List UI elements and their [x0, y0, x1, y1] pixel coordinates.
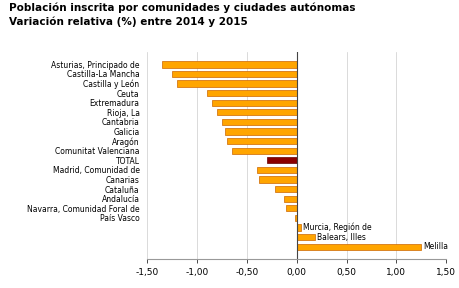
Bar: [274, 186, 296, 192]
Bar: [172, 71, 296, 77]
Bar: [258, 176, 296, 183]
Bar: [283, 196, 296, 202]
Bar: [224, 128, 296, 135]
Bar: [296, 244, 420, 250]
Bar: [217, 109, 296, 115]
Bar: [212, 100, 296, 106]
Bar: [266, 157, 296, 163]
Bar: [207, 90, 296, 96]
Bar: [296, 234, 314, 240]
Text: Balears, Illes: Balears, Illes: [316, 233, 365, 242]
Bar: [162, 61, 296, 67]
Bar: [221, 119, 296, 125]
Bar: [231, 148, 296, 154]
Bar: [285, 205, 296, 211]
Text: Melilla: Melilla: [422, 242, 448, 251]
Bar: [294, 215, 296, 221]
Bar: [256, 167, 296, 173]
Bar: [177, 80, 296, 87]
Bar: [296, 224, 300, 231]
Text: Población inscrita por comunidades y ciudades autónomas
Variación relativa (%) e: Población inscrita por comunidades y ciu…: [9, 3, 355, 27]
Bar: [226, 138, 296, 144]
Text: Murcia, Región de: Murcia, Región de: [302, 223, 370, 232]
